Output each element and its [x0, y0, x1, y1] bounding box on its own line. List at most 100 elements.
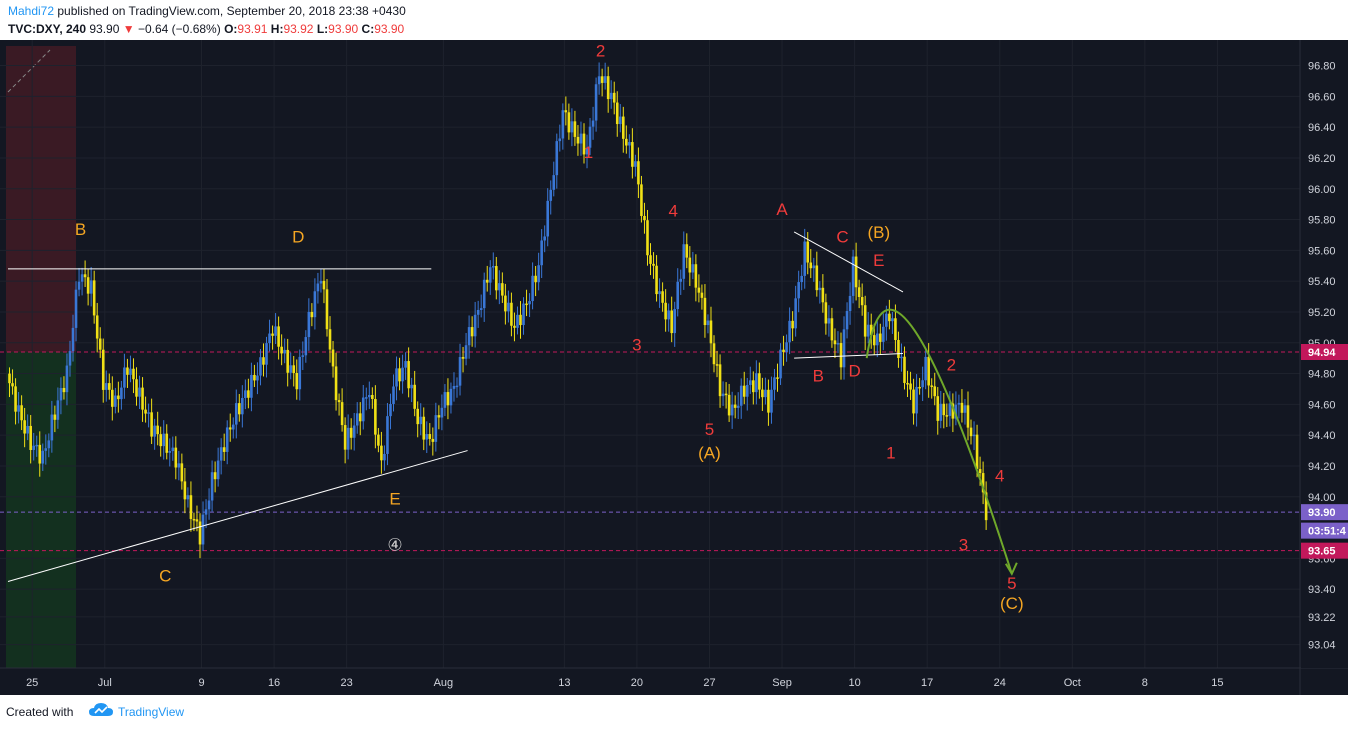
candle-body — [882, 326, 885, 342]
candle-body — [555, 141, 559, 176]
candle-body — [117, 395, 120, 400]
candle-body — [824, 302, 828, 324]
candle-body — [20, 405, 23, 421]
candle-body — [552, 175, 556, 190]
candle-body — [522, 303, 525, 326]
candle-body — [918, 386, 921, 389]
candle-body — [513, 325, 516, 328]
price-tick-label: 95.20 — [1308, 307, 1336, 319]
candle-body — [531, 275, 534, 302]
candle-body — [253, 374, 256, 381]
candle-body — [510, 302, 513, 326]
candle-body — [625, 138, 628, 146]
author-link[interactable]: Mahdi72 — [8, 4, 55, 18]
candle-body — [945, 415, 949, 417]
candle-body — [809, 262, 813, 269]
candle-body — [265, 343, 268, 365]
candle-body — [939, 403, 943, 421]
candle-body — [894, 318, 897, 340]
candle-body — [900, 356, 903, 359]
candle-body — [579, 133, 583, 144]
price-label-text: 93.65 — [1308, 546, 1336, 558]
candle-body — [498, 283, 501, 291]
candle-body — [392, 386, 395, 404]
candle-body — [866, 324, 870, 337]
candle-body — [77, 281, 81, 290]
price-tick-label: 94.00 — [1308, 492, 1336, 504]
time-tick-label: Jul — [98, 677, 112, 689]
candle-body — [328, 329, 332, 350]
candle-body — [594, 84, 598, 121]
price-tick-label: 96.60 — [1308, 91, 1336, 103]
candle-body — [123, 367, 126, 388]
chart-header: Mahdi72 published on TradingView.com, Se… — [0, 0, 1348, 40]
time-tick-label: 27 — [703, 677, 715, 689]
candle-body — [310, 311, 314, 318]
candle-body — [694, 264, 698, 288]
candle-body — [277, 326, 280, 347]
candle-body — [954, 404, 958, 419]
highlight-zone-red — [6, 46, 76, 352]
candle-body — [210, 472, 214, 501]
candle-body — [250, 374, 253, 398]
candle-body — [897, 339, 900, 359]
candle-body — [289, 365, 293, 373]
trend-line — [794, 353, 904, 359]
candle-body — [909, 383, 912, 390]
candle-body — [413, 384, 416, 409]
candle-body — [649, 255, 652, 264]
candle-body — [851, 256, 855, 296]
candle-body — [138, 387, 141, 397]
time-axis[interactable]: 25 Jul 9 16 23 Aug 13 20 27 Sep 10 17 24 Oct 8 15 — [26, 677, 1223, 689]
candle-body — [906, 382, 909, 385]
candle-body — [830, 318, 834, 341]
candle-body — [343, 425, 347, 450]
candle-body — [458, 357, 462, 386]
candle-body — [488, 267, 492, 283]
change-value: −0.64 (−0.68%) — [137, 22, 221, 36]
candle-body — [936, 396, 940, 421]
chart-panel[interactable]: B C D E ④ 2 1 3 4 5 (A) A C (B) E B D 2 1 4 3 5 (C) 96.80 96.60… — [0, 40, 1348, 695]
candle-body — [933, 386, 937, 397]
grid — [0, 40, 1300, 668]
candle-body — [174, 447, 178, 468]
candle-body — [17, 405, 20, 412]
candle-body — [313, 291, 317, 318]
candle-body — [180, 463, 184, 482]
candle-body — [129, 368, 132, 375]
price-label-text: 94.94 — [1308, 347, 1336, 359]
candle-body — [455, 385, 459, 388]
candle-body — [978, 469, 982, 474]
candle-body — [114, 395, 117, 407]
tradingview-link[interactable]: TradingView — [118, 705, 185, 719]
candle-body — [92, 280, 96, 316]
candle-body — [597, 76, 601, 85]
candle-body — [241, 397, 244, 415]
candle-body — [507, 302, 510, 312]
candle-body — [869, 324, 873, 336]
candle-body — [969, 427, 973, 437]
candle-body — [337, 400, 341, 403]
candle-body — [398, 368, 401, 382]
candle-body — [364, 397, 368, 399]
candle-body — [416, 408, 419, 425]
time-tick-label: 16 — [268, 677, 280, 689]
candle-body — [135, 379, 138, 397]
candle-body — [912, 389, 915, 414]
candle-body — [682, 244, 686, 279]
candle-body — [358, 413, 362, 422]
candle-body — [404, 361, 407, 368]
candle-body — [156, 425, 159, 435]
candle-body — [62, 387, 66, 393]
candle-body — [721, 393, 725, 397]
candle-body — [68, 351, 72, 366]
candle-body — [340, 402, 344, 426]
candle-body — [612, 92, 616, 103]
tradingview-cloud-icon[interactable] — [88, 702, 114, 718]
price-tick-label: 95.40 — [1308, 276, 1336, 288]
candle-body — [585, 147, 589, 155]
candle-body — [95, 315, 99, 339]
price-tick-label: 93.22 — [1308, 612, 1336, 624]
candle-body — [225, 427, 229, 452]
